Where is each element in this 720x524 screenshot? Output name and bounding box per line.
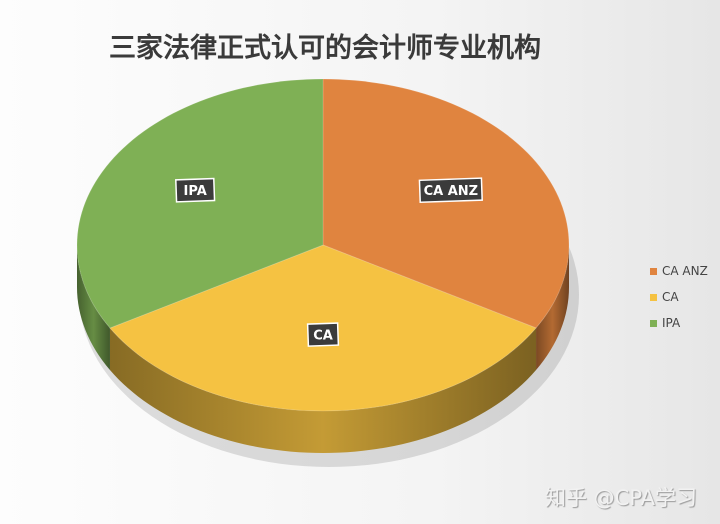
legend: CA ANZ CA IPA [650,258,708,336]
legend-swatch [650,319,657,327]
pie-side-ca-anz [536,245,569,370]
data-label: IPA [184,184,207,199]
pie-slice-ca-anz [322,78,570,329]
chart-title: 三家法律正式认可的会计师专业机构 [109,33,541,64]
pie-side-ca [109,328,537,453]
data-label: CA ANZ [424,184,479,199]
data-label-box [306,322,340,347]
legend-swatch [650,267,657,275]
legend-item-ca-anz: CA ANZ [650,258,708,284]
legend-label: CA [662,290,679,304]
data-label: CA [313,329,333,344]
watermark: 知乎 @CPA学习 [545,486,698,510]
legend-label: CA ANZ [662,264,708,278]
data-label-box [175,177,216,203]
pie-slice-ipa [76,78,324,329]
legend-swatch [650,293,657,301]
data-label-box [418,177,483,204]
legend-item-ca: CA [650,284,708,310]
pie-side-ipa [77,245,110,370]
legend-item-ipa: IPA [650,310,708,336]
legend-label: IPA [662,316,681,330]
